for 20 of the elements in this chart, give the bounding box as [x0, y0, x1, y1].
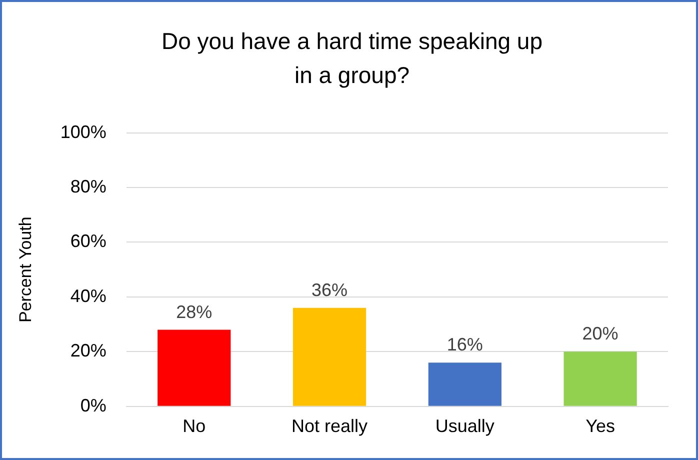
bar	[292, 308, 366, 406]
x-tick-label: Not really	[292, 416, 368, 436]
data-label: 16%	[446, 334, 483, 355]
y-tick-label: 0%	[80, 395, 106, 416]
bar	[428, 362, 502, 406]
x-tick-label: No	[182, 416, 206, 436]
y-tick-label: 20%	[70, 340, 106, 361]
bar	[564, 352, 637, 406]
x-tick-label: Usually	[435, 416, 494, 436]
y-tick-label: 40%	[70, 286, 106, 306]
y-tick-label: 60%	[70, 231, 106, 252]
data-label: 36%	[312, 280, 348, 300]
y-tick-label: 100%	[60, 122, 106, 142]
data-label: 28%	[176, 302, 212, 322]
x-tick-label: Yes	[586, 416, 615, 436]
chart-title: Do you have a hard time speaking up in a group?	[160, 27, 544, 90]
y-axis-title: Percent Youth	[16, 216, 35, 323]
bar	[158, 330, 231, 406]
y-tick-label: 80%	[70, 176, 106, 196]
data-label: 20%	[582, 324, 618, 344]
